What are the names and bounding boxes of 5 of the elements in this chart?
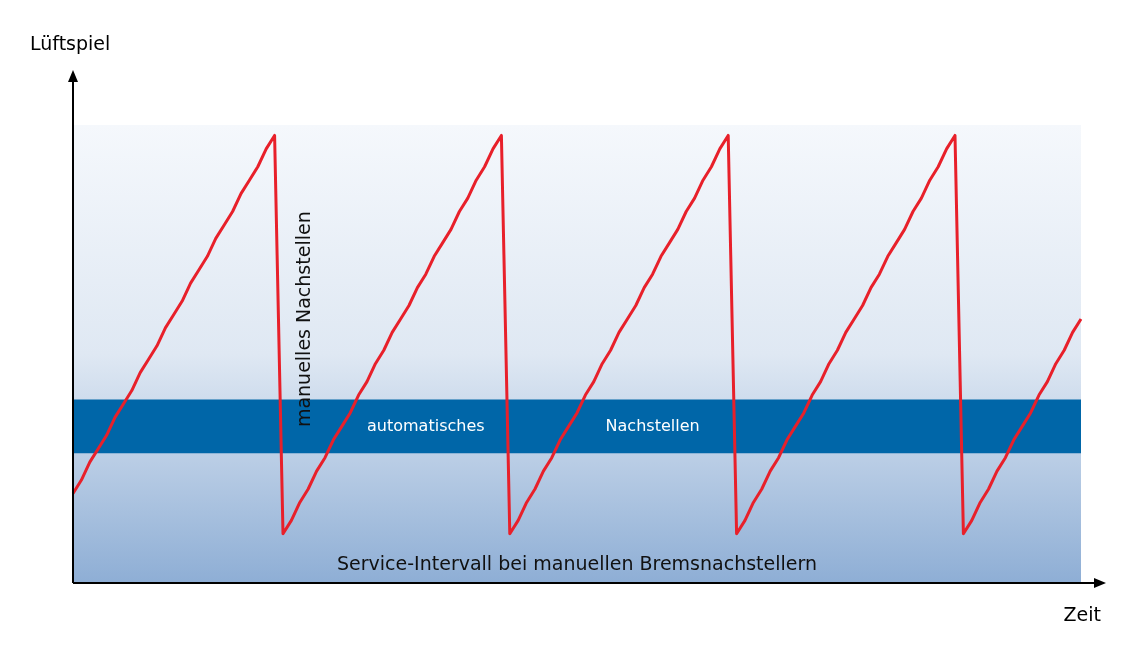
text: automatisches Nachstellen	[367, 415, 700, 435]
annotation: Service-Intervall bei manuellen Bremsnachstellern	[337, 551, 817, 574]
annotation: manuelles Nachstellen	[291, 211, 314, 428]
y-axis-title: Lüftspiel	[30, 31, 111, 54]
x-axis-title: Zeit	[1063, 602, 1101, 625]
